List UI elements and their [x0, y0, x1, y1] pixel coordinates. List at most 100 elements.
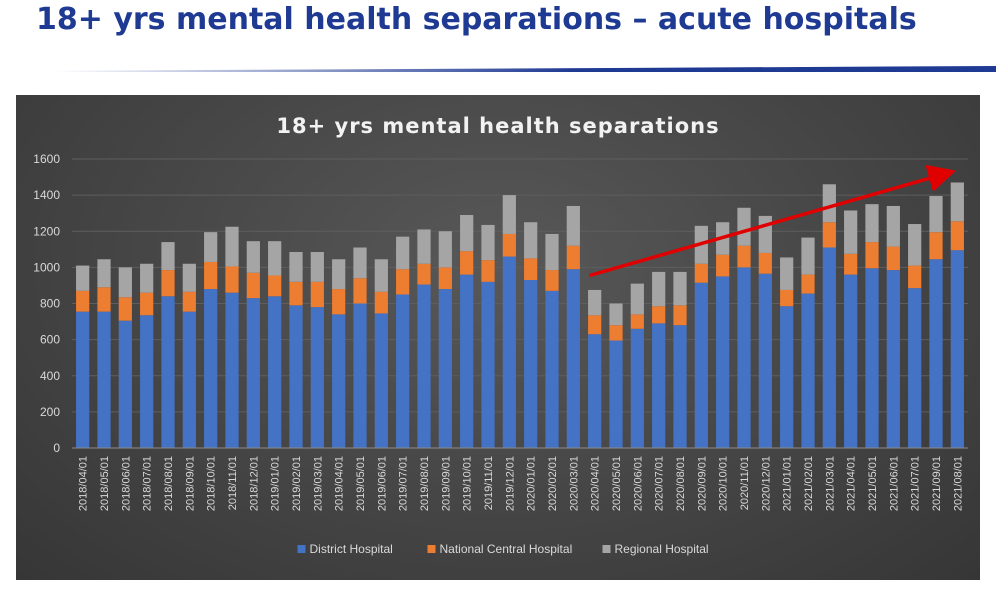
stacked-bar-chart: 18+ yrs mental health separations 0 200 40…	[33, 114, 968, 556]
bar-segment-national	[76, 290, 90, 312]
bar-segment-national	[822, 222, 836, 248]
bar-segment-regional	[396, 236, 410, 270]
legend-swatch	[427, 545, 436, 553]
x-tick-label: 2019/07/01	[398, 456, 410, 511]
bar-segment-regional	[289, 252, 303, 282]
bar-segment-regional	[161, 242, 175, 271]
bar-stack	[438, 231, 452, 448]
bar-segment-regional	[929, 196, 943, 233]
bar-stack	[332, 259, 346, 448]
bar-segment-district	[310, 307, 324, 448]
bar-segment-national	[673, 305, 687, 326]
bar-segment-national	[652, 306, 666, 324]
x-tick-label: 2020/02/01	[547, 456, 559, 511]
y-tick-label: 0	[53, 441, 60, 455]
x-tick-label: 2020/11/01	[739, 456, 751, 510]
y-tick-label: 800	[40, 297, 60, 311]
bar-segment-district	[865, 268, 879, 448]
bar-stack	[460, 214, 474, 448]
bar-segment-district	[929, 259, 943, 448]
bar-segment-national	[374, 291, 388, 314]
bar-segment-district	[374, 313, 388, 448]
bar-segment-national	[609, 325, 623, 341]
x-tick-label: 2019/06/01	[376, 456, 388, 511]
x-tick-label: 2021/06/01	[888, 456, 900, 511]
x-tick-label: 2019/09/01	[440, 456, 452, 511]
bar-segment-district	[737, 267, 751, 448]
bar-segment-regional	[588, 289, 602, 316]
bar-segment-regional	[246, 241, 260, 273]
bar-segment-regional	[140, 263, 154, 293]
bar-segment-national	[182, 291, 196, 312]
bar-segment-regional	[353, 247, 367, 279]
bar-stack	[225, 226, 239, 448]
bar-segment-district	[566, 269, 580, 448]
bar-segment-regional	[865, 204, 879, 243]
bar-stack	[246, 241, 260, 448]
bar-segment-regional	[332, 259, 346, 290]
bar-segment-district	[161, 296, 175, 448]
x-tick-label: 2018/07/01	[142, 456, 154, 511]
bar-stack	[865, 204, 879, 448]
chart-title: 18+ yrs mental health separations	[276, 114, 719, 138]
bar-segment-regional	[97, 259, 111, 288]
bar-segment-district	[950, 250, 964, 448]
x-tick-label: 2021/04/01	[846, 456, 858, 511]
bar-segment-district	[396, 294, 410, 448]
bar-segment-regional	[118, 267, 132, 298]
bar-stack	[758, 215, 772, 448]
slide-title: 18+ yrs mental health separations – acut…	[36, 2, 917, 37]
x-tick-label: 2019/10/01	[462, 456, 474, 511]
gridlines	[72, 158, 968, 413]
bar-segment-national	[630, 314, 644, 329]
bar-stack	[588, 289, 602, 448]
x-tick-label: 2018/12/01	[248, 456, 260, 511]
bar-stack	[182, 263, 196, 448]
x-tick-label: 2020/10/01	[718, 456, 730, 511]
bar-segment-regional	[566, 205, 580, 246]
legend-item: District Hospital	[297, 542, 393, 556]
bar-segment-district	[438, 289, 452, 448]
x-tick-label: 2019/02/01	[291, 456, 303, 511]
x-tick-label: 2018/06/01	[120, 456, 132, 511]
bar-stack	[780, 257, 794, 448]
bar-segment-national	[780, 289, 794, 307]
bar-segment-national	[481, 260, 495, 282]
bar-stack	[801, 237, 815, 448]
bar-segment-district	[140, 315, 154, 448]
y-tick-label: 1200	[33, 224, 60, 238]
bar-segment-district	[524, 280, 538, 448]
bar-segment-district	[502, 256, 516, 448]
y-tick-label: 400	[40, 369, 60, 383]
bar-segment-regional	[310, 252, 324, 282]
x-tick-label: 2019/11/01	[483, 456, 495, 510]
bar-segment-national	[460, 251, 474, 275]
bar-segment-district	[588, 334, 602, 448]
bar-stack	[908, 224, 922, 448]
x-tick-label: 2021/09/01	[931, 456, 943, 511]
bar-segment-district	[673, 325, 687, 448]
x-tick-label: 2020/04/01	[590, 456, 602, 511]
bar-stack	[950, 182, 964, 448]
x-tick-label: 2020/06/01	[632, 456, 644, 511]
x-tick-label: 2018/11/01	[227, 456, 239, 510]
bar-segment-regional	[652, 271, 666, 307]
legend-item: Regional Hospital	[602, 542, 709, 556]
bar-segment-district	[844, 274, 858, 448]
x-tick-label: 2020/03/01	[568, 456, 580, 511]
bar-segment-regional	[417, 229, 431, 264]
bar-segment-national	[289, 281, 303, 306]
bar-segment-national	[225, 266, 239, 293]
bar-segment-national	[161, 270, 175, 297]
x-tick-label: 2021/07/01	[910, 456, 922, 511]
bar-segment-national	[246, 272, 260, 299]
x-tick-label: 2021/02/01	[803, 456, 815, 511]
bar-stack	[353, 247, 367, 448]
legend-label: National Central Hospital	[440, 542, 573, 556]
x-tick-label: 2019/05/01	[355, 456, 367, 511]
x-tick-label: 2019/12/01	[504, 456, 516, 511]
bar-segment-regional	[673, 271, 687, 306]
bar-stack	[673, 271, 687, 448]
bar-stack	[374, 259, 388, 448]
bar-stack	[268, 241, 282, 448]
